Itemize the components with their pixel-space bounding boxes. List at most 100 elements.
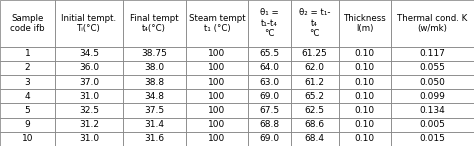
Text: 61.25: 61.25: [302, 49, 328, 58]
Text: 38.8: 38.8: [144, 78, 164, 87]
Bar: [55, 89, 123, 104]
Bar: [391, 104, 474, 118]
Text: 10: 10: [22, 134, 33, 143]
Bar: [0, 75, 55, 89]
Bar: [291, 0, 338, 47]
Bar: [186, 0, 248, 47]
Bar: [291, 89, 338, 104]
Text: Thermal cond. K
(w/mk): Thermal cond. K (w/mk): [398, 14, 468, 33]
Text: 34.8: 34.8: [144, 92, 164, 101]
Text: 37.0: 37.0: [79, 78, 99, 87]
Bar: [338, 104, 391, 118]
Text: 36.0: 36.0: [79, 64, 99, 73]
Text: 0.10: 0.10: [355, 106, 375, 115]
Bar: [391, 132, 474, 146]
Bar: [291, 132, 338, 146]
Bar: [391, 75, 474, 89]
Text: 5: 5: [25, 106, 30, 115]
Text: 0.10: 0.10: [355, 49, 375, 58]
Bar: [248, 132, 291, 146]
Bar: [123, 118, 186, 132]
Text: 0.099: 0.099: [419, 92, 446, 101]
Bar: [0, 104, 55, 118]
Bar: [55, 132, 123, 146]
Text: 32.5: 32.5: [79, 106, 99, 115]
Text: 4: 4: [25, 92, 30, 101]
Text: 0.050: 0.050: [419, 78, 446, 87]
Bar: [123, 61, 186, 75]
Text: 38.0: 38.0: [144, 64, 164, 73]
Bar: [391, 118, 474, 132]
Bar: [186, 104, 248, 118]
Text: 68.6: 68.6: [305, 120, 325, 129]
Bar: [0, 89, 55, 104]
Bar: [186, 118, 248, 132]
Bar: [123, 47, 186, 61]
Bar: [0, 118, 55, 132]
Text: 0.134: 0.134: [420, 106, 446, 115]
Bar: [0, 0, 55, 47]
Text: 100: 100: [208, 78, 226, 87]
Bar: [248, 75, 291, 89]
Text: 100: 100: [208, 92, 226, 101]
Text: 100: 100: [208, 106, 226, 115]
Text: 1: 1: [25, 49, 30, 58]
Bar: [55, 104, 123, 118]
Bar: [291, 104, 338, 118]
Bar: [55, 0, 123, 47]
Bar: [186, 89, 248, 104]
Text: 100: 100: [208, 49, 226, 58]
Bar: [391, 47, 474, 61]
Text: Final tempt
t₄(°C): Final tempt t₄(°C): [130, 14, 179, 33]
Text: 0.10: 0.10: [355, 78, 375, 87]
Text: Sample
code ifb: Sample code ifb: [10, 14, 45, 33]
Text: 62.0: 62.0: [305, 64, 325, 73]
Text: 0.10: 0.10: [355, 120, 375, 129]
Text: 31.0: 31.0: [79, 134, 99, 143]
Text: 2: 2: [25, 64, 30, 73]
Bar: [55, 47, 123, 61]
Text: 68.4: 68.4: [305, 134, 325, 143]
Bar: [338, 132, 391, 146]
Bar: [248, 47, 291, 61]
Bar: [248, 118, 291, 132]
Text: 0.10: 0.10: [355, 92, 375, 101]
Text: 0.10: 0.10: [355, 64, 375, 73]
Bar: [0, 47, 55, 61]
Text: 9: 9: [25, 120, 30, 129]
Text: 38.75: 38.75: [141, 49, 167, 58]
Bar: [291, 75, 338, 89]
Text: 69.0: 69.0: [260, 134, 280, 143]
Text: 100: 100: [208, 64, 226, 73]
Text: 31.6: 31.6: [144, 134, 164, 143]
Text: θ₁ =
t₁-t₄
°C: θ₁ = t₁-t₄ °C: [260, 8, 279, 38]
Text: 100: 100: [208, 134, 226, 143]
Text: 67.5: 67.5: [260, 106, 280, 115]
Bar: [0, 61, 55, 75]
Bar: [338, 89, 391, 104]
Text: 0.055: 0.055: [419, 64, 446, 73]
Text: 0.005: 0.005: [419, 120, 446, 129]
Text: 31.2: 31.2: [79, 120, 99, 129]
Bar: [55, 75, 123, 89]
Text: 62.5: 62.5: [305, 106, 325, 115]
Text: 61.2: 61.2: [305, 78, 325, 87]
Text: 34.5: 34.5: [79, 49, 99, 58]
Bar: [186, 75, 248, 89]
Text: 65.5: 65.5: [260, 49, 280, 58]
Bar: [123, 132, 186, 146]
Text: Thickness
l(m): Thickness l(m): [344, 14, 386, 33]
Bar: [0, 132, 55, 146]
Text: 0.10: 0.10: [355, 134, 375, 143]
Text: θ₂ = t₁-
t₄
°C: θ₂ = t₁- t₄ °C: [299, 8, 330, 38]
Text: 31.0: 31.0: [79, 92, 99, 101]
Bar: [338, 75, 391, 89]
Text: 0.117: 0.117: [419, 49, 446, 58]
Text: 0.015: 0.015: [419, 134, 446, 143]
Bar: [338, 47, 391, 61]
Text: Initial tempt.
Tᵢ(°C): Initial tempt. Tᵢ(°C): [62, 14, 117, 33]
Text: 63.0: 63.0: [260, 78, 280, 87]
Bar: [248, 0, 291, 47]
Bar: [338, 118, 391, 132]
Bar: [123, 89, 186, 104]
